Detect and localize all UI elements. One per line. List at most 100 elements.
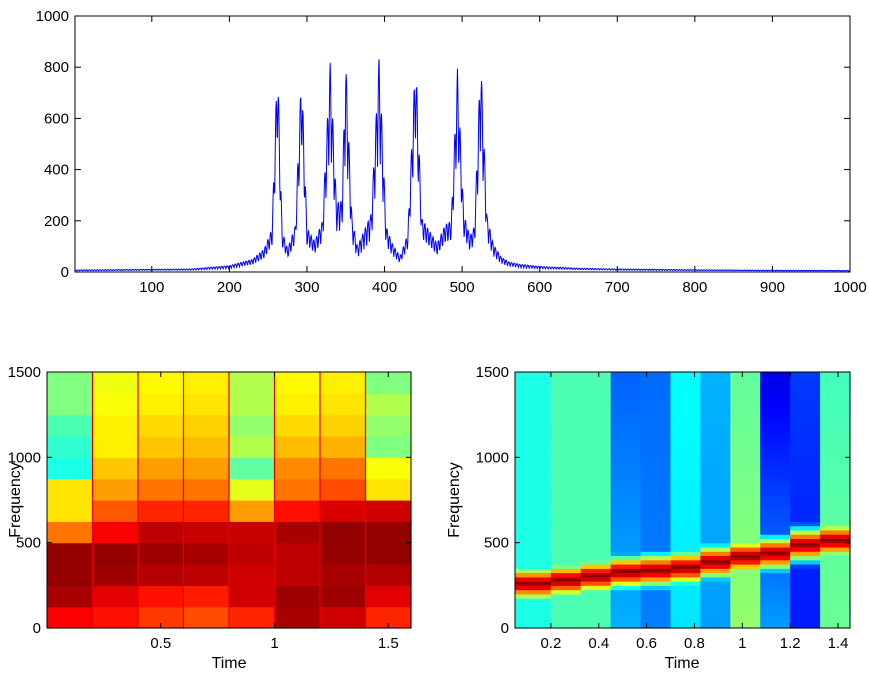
heatmap-cell xyxy=(820,440,851,446)
heatmap-cell xyxy=(790,606,821,612)
heatmap-cell xyxy=(610,410,642,416)
heatmap-cell xyxy=(700,589,731,595)
heatmap-cell xyxy=(550,568,582,574)
heatmap-cell xyxy=(820,410,851,416)
heatmap-cell xyxy=(730,512,761,518)
heatmap-cell xyxy=(790,559,821,565)
heatmap-cell xyxy=(700,581,731,586)
heatmap-cell xyxy=(670,576,702,582)
heatmap-cell xyxy=(790,589,821,595)
heatmap-cell xyxy=(730,431,761,437)
heatmap-cell xyxy=(730,555,761,561)
heatmap-cell xyxy=(550,427,582,433)
heatmap-cell xyxy=(640,376,672,382)
heatmap-cell xyxy=(610,440,642,446)
heatmap-cell xyxy=(700,606,731,612)
heatmap-cell xyxy=(760,427,791,433)
heatmap-cell xyxy=(790,534,821,539)
heatmap-cell xyxy=(820,444,851,450)
heatmap-cell xyxy=(730,538,761,544)
heatmap-cell xyxy=(790,440,821,446)
heatmap-cell xyxy=(580,504,612,510)
heatmap-cell xyxy=(760,431,791,437)
heatmap-cell xyxy=(820,572,851,578)
heatmap-cell xyxy=(610,478,642,484)
heatmap-cell xyxy=(730,389,761,394)
heatmap-cell xyxy=(92,606,139,629)
heatmap-cell xyxy=(138,500,185,522)
y-tick-label: 0 xyxy=(501,620,509,637)
heatmap-cell xyxy=(640,542,672,548)
x-tick-label: 300 xyxy=(294,279,319,296)
left-y-axis-label: Frequency xyxy=(7,462,24,538)
heatmap-cell xyxy=(47,585,94,608)
heatmap-cell xyxy=(730,482,761,488)
heatmap-cell xyxy=(700,593,731,599)
heatmap-cell xyxy=(760,448,791,454)
heatmap-cell xyxy=(580,610,612,616)
heatmap-cell xyxy=(790,431,821,437)
heatmap-cell xyxy=(550,401,582,407)
heatmap-cell xyxy=(730,380,761,386)
heatmap-cell xyxy=(760,512,791,518)
heatmap-cell xyxy=(700,534,731,539)
heatmap-cell xyxy=(700,427,731,433)
heatmap-cell xyxy=(730,508,761,514)
heatmap-cell xyxy=(640,389,672,394)
heatmap-cell xyxy=(515,538,552,544)
heatmap-cell xyxy=(138,521,185,544)
heatmap-cell xyxy=(730,474,761,480)
heatmap-cell xyxy=(580,482,612,488)
heatmap-cell xyxy=(640,559,672,565)
heatmap-cell xyxy=(790,529,821,535)
heatmap-cell xyxy=(610,427,642,433)
heatmap-cell xyxy=(730,470,761,475)
heatmap-cell xyxy=(790,623,821,629)
heatmap-cell xyxy=(820,517,851,522)
heatmap-cell xyxy=(610,406,642,411)
heatmap-cell xyxy=(790,401,821,407)
heatmap-cell xyxy=(47,436,94,458)
heatmap-cell xyxy=(610,397,642,403)
heatmap-cell xyxy=(610,606,642,612)
heatmap-cell xyxy=(320,585,367,608)
heatmap-cell xyxy=(670,585,702,591)
x-tick-label: 1 xyxy=(738,635,746,652)
heatmap-cell xyxy=(730,440,761,446)
heatmap-cell xyxy=(820,581,851,586)
heatmap-cell xyxy=(790,453,821,458)
heatmap-cell xyxy=(700,401,731,407)
heatmap-cell xyxy=(730,529,761,535)
heatmap-cell xyxy=(515,431,552,437)
heatmap-cell xyxy=(610,465,642,471)
top-x-ticks: 100 200 300 400 500 600 700 800 900 1000 xyxy=(139,16,867,296)
heatmap-cell xyxy=(700,525,731,531)
heatmap-cell xyxy=(700,585,731,591)
heatmap-cell xyxy=(700,436,731,441)
heatmap-cell xyxy=(580,474,612,480)
heatmap-cell xyxy=(515,414,552,420)
heatmap-cell xyxy=(670,482,702,488)
heatmap-cell xyxy=(610,453,642,458)
y-tick-label: 0 xyxy=(33,620,41,637)
heatmap-cell xyxy=(820,568,851,574)
heatmap-cell xyxy=(550,376,582,382)
heatmap-cell xyxy=(515,418,552,424)
heatmap-cell xyxy=(610,585,642,591)
heatmap-cell xyxy=(580,508,612,514)
heatmap-cell xyxy=(760,623,791,629)
heatmap-cell xyxy=(820,397,851,403)
heatmap-cell xyxy=(515,474,552,480)
heatmap-cell xyxy=(670,500,702,505)
heatmap-cell xyxy=(670,436,702,441)
heatmap-cell xyxy=(515,470,552,475)
heatmap-cell xyxy=(515,495,552,501)
heatmap-cell xyxy=(550,495,582,501)
heatmap-cell xyxy=(365,585,412,608)
heatmap-cell xyxy=(515,389,552,394)
heatmap-cell xyxy=(550,589,582,595)
heatmap-cell xyxy=(610,508,642,514)
heatmap-cell xyxy=(47,542,94,565)
heatmap-cell xyxy=(790,517,821,522)
heatmap-cell xyxy=(820,525,851,531)
